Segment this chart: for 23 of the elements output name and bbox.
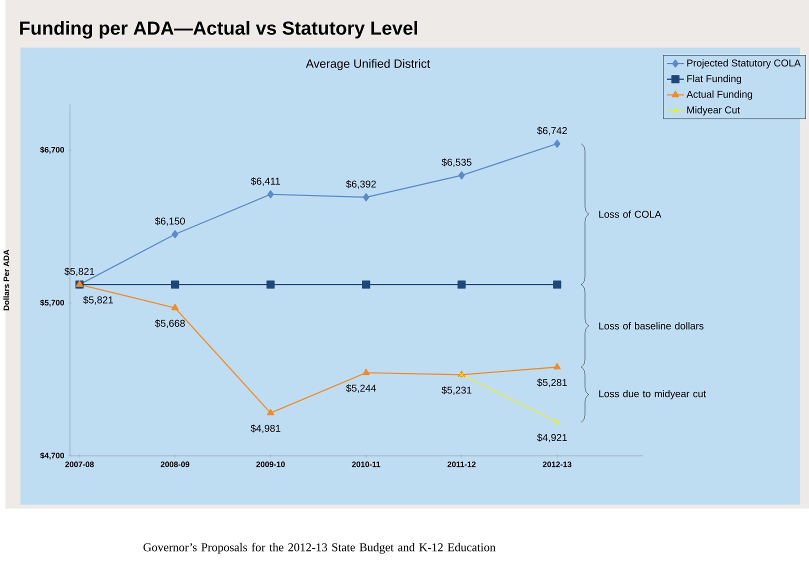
legend-label: Projected Statutory COLA: [687, 59, 801, 68]
data-label: $4,921: [537, 434, 567, 442]
annotation: Loss due to midyear cut: [599, 390, 706, 400]
chart-subtitle: Average Unified District: [306, 59, 430, 70]
legend-label: Midyear Cut: [687, 106, 740, 116]
data-label: $5,231: [442, 386, 472, 395]
data-label: $6,392: [346, 180, 376, 189]
annotation: Loss of baseline dollars: [599, 322, 704, 330]
data-label: $4,981: [250, 424, 280, 434]
legend-label: Actual Funding: [686, 90, 752, 100]
data-label: $6,150: [155, 217, 185, 226]
data-label: $5,821: [83, 296, 113, 305]
annotation: Loss of COLA: [599, 210, 662, 218]
data-label: $5,821: [64, 267, 94, 276]
data-label: $6,411: [250, 177, 280, 186]
data-label: $6,742: [537, 126, 567, 136]
data-label: $5,281: [537, 378, 567, 388]
data-label: $5,668: [155, 319, 185, 328]
legend-label: Flat Funding: [687, 74, 742, 84]
data-label: $5,244: [346, 384, 376, 393]
data-label: $6,535: [442, 158, 472, 167]
chart-title: Funding per ADA—Actual vs Statutory Level: [20, 20, 418, 39]
text: Governor’s Proposals for the 2012-13 State Budget and K-12 Education: [144, 542, 496, 554]
